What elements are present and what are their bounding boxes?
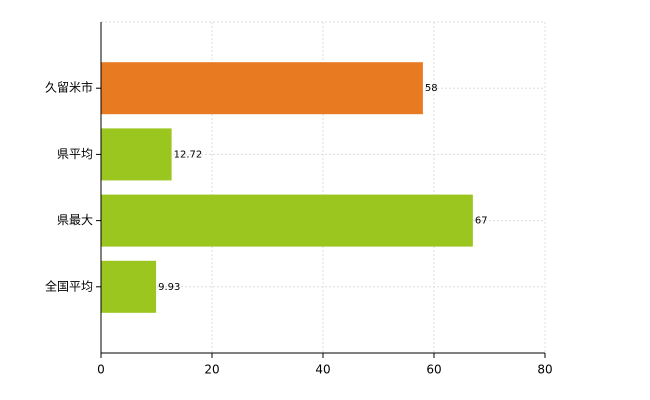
x-tick-label: 80 <box>537 363 552 377</box>
x-tick-label: 0 <box>97 363 105 377</box>
value-label: 58 <box>425 83 438 94</box>
value-label: 67 <box>475 216 488 227</box>
x-tick-label: 40 <box>315 363 330 377</box>
x-tick-label: 20 <box>204 363 219 377</box>
y-tick-label: 久留米市 <box>45 80 93 95</box>
bar <box>101 194 473 247</box>
y-tick-label: 県最大 <box>57 213 93 227</box>
value-label: 9.93 <box>158 282 180 293</box>
bar <box>101 62 423 115</box>
value-label: 12.72 <box>174 149 203 160</box>
bar <box>101 260 157 313</box>
y-tick-label: 県平均 <box>57 147 93 161</box>
x-tick-label: 60 <box>426 363 441 377</box>
bar <box>101 128 172 181</box>
y-tick-label: 全国平均 <box>45 278 93 293</box>
